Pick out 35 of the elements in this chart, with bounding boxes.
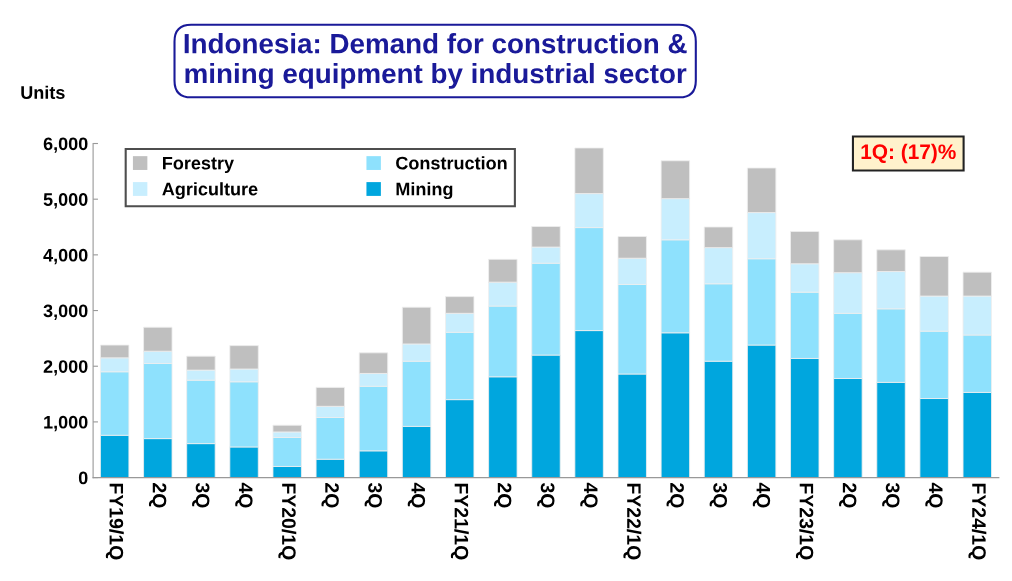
x-tick-label: 4Q (235, 482, 253, 508)
x-tick-label: FY23/1Q (795, 483, 814, 560)
x-tick-label: 4Q (580, 482, 598, 508)
x-tick-label: 2Q (839, 483, 857, 508)
legend-label: Construction (396, 156, 507, 170)
x-tick-label: 3Q (882, 482, 900, 508)
x-tick-label: 2Q (493, 483, 512, 508)
annotation: 1Q: (17)% (861, 143, 956, 164)
y-tick-label: 4,000 (43, 248, 88, 265)
x-tick-label: 3Q (364, 482, 382, 508)
y-tick-label: 6,000 (43, 137, 88, 153)
y-tick-label: 5,000 (43, 193, 88, 209)
x-tick-label: FY19/1Q (105, 483, 124, 560)
y-tick-label: 3,000 (43, 304, 88, 320)
x-tick-label: 4Q (925, 482, 943, 508)
y-tick-label: 0 (78, 471, 88, 485)
x-tick-label: 2Q (148, 483, 167, 508)
legend-label: Mining (396, 182, 453, 200)
x-tick-label: 2Q (321, 483, 339, 508)
x-tick-label: FY24/1Q (968, 483, 987, 560)
x-tick-label: 2Q (666, 483, 684, 508)
x-tick-label: FY21/1Q (450, 483, 469, 560)
x-tick-label: FY20/1Q (278, 483, 297, 560)
x-tick-label: 4Q (407, 482, 426, 508)
legend-label: Agriculture (162, 182, 258, 200)
x-tick-label: 3Q (537, 482, 555, 508)
x-tick-label: 3Q (709, 482, 728, 508)
y-axis-title: Units (21, 85, 65, 99)
x-tick-label: 4Q (752, 482, 771, 508)
legend-label: Forestry (163, 156, 234, 174)
x-tick-label: 3Q (192, 482, 210, 508)
y-tick-label: 2,000 (43, 360, 88, 376)
x-tick-label: FY22/1Q (623, 483, 642, 560)
y-tick-label: 1,000 (44, 415, 88, 432)
chart-title: Indonesia: Demand for construction & mining equipment by industrial sector (184, 33, 687, 89)
